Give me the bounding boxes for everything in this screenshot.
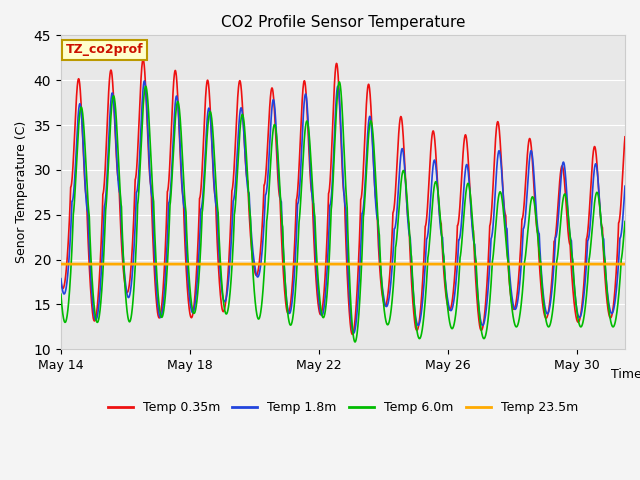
Legend: Temp 0.35m, Temp 1.8m, Temp 6.0m, Temp 23.5m: Temp 0.35m, Temp 1.8m, Temp 6.0m, Temp 2…: [102, 396, 584, 420]
X-axis label: Time: Time: [611, 368, 640, 381]
Title: CO2 Profile Sensor Temperature: CO2 Profile Sensor Temperature: [221, 15, 465, 30]
Text: TZ_co2prof: TZ_co2prof: [66, 43, 143, 56]
Y-axis label: Senor Temperature (C): Senor Temperature (C): [15, 121, 28, 264]
